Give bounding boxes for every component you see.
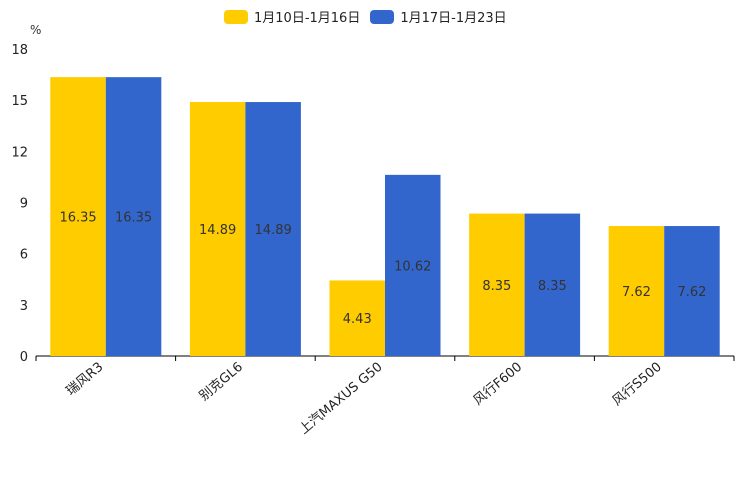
bar-value-label: 14.89 — [255, 223, 292, 238]
y-tick-label: 18 — [11, 43, 28, 58]
y-tick-label: 9 — [20, 197, 28, 212]
legend-item-series-1[interactable]: 1月10日-1月16日 — [224, 7, 360, 26]
bar-value-label: 16.35 — [115, 211, 152, 226]
y-axis-unit-label: % — [30, 23, 41, 37]
y-tick-label: 0 — [20, 350, 28, 365]
x-tick-label: 瑞风R3 — [64, 360, 107, 399]
x-axis-labels: 瑞风R3 别克GL6 上汽MAXUS G50 风行F600 风行S500 — [35, 356, 735, 438]
legend-swatch-series-1 — [224, 9, 248, 24]
bar-1-1[interactable] — [50, 77, 106, 357]
y-tick-label: 15 — [11, 94, 28, 109]
bar-1-2[interactable] — [189, 102, 246, 356]
bars-group: 16.35 16.35 14.89 14.89 4.43 10.62 8.35 8.35 7.6… — [50, 77, 720, 357]
x-tick-label: 别克GL6 — [197, 360, 246, 405]
bar-2-4[interactable] — [524, 213, 581, 356]
bar-2-1[interactable] — [105, 77, 162, 357]
bar-1-3[interactable] — [329, 280, 386, 356]
y-axis-ticks: 0 3 6 9 12 15 18 — [11, 43, 28, 365]
legend-item-series-2[interactable]: 1月17日-1月23日 — [370, 7, 507, 26]
bar-value-label: 8.35 — [482, 279, 511, 294]
legend-swatch-series-2 — [370, 9, 395, 24]
bar-value-label: 4.43 — [343, 312, 372, 327]
legend-label-series-2: 1月17日-1月23日 — [400, 11, 507, 26]
bar-2-2[interactable] — [245, 102, 301, 356]
bar-2-5[interactable] — [664, 226, 720, 356]
bar-1-4[interactable] — [469, 213, 525, 356]
bar-2-3[interactable] — [385, 174, 441, 356]
x-tick-label: 上汽MAXUS G50 — [297, 360, 386, 438]
bar-1-5[interactable] — [608, 226, 665, 356]
y-tick-label: 6 — [20, 248, 28, 263]
chart-legend: 1月10日-1月16日 1月17日-1月23日 — [224, 7, 517, 26]
bar-value-label: 14.89 — [199, 223, 236, 238]
bar-value-label: 7.62 — [622, 285, 651, 300]
bar-value-label: 7.62 — [677, 285, 706, 300]
y-tick-label: 3 — [20, 299, 28, 314]
bar-value-label: 16.35 — [59, 211, 96, 226]
y-tick-label: 12 — [11, 145, 28, 160]
x-tick-label: 风行S500 — [610, 360, 665, 409]
x-tick-label: 风行F600 — [471, 360, 525, 409]
bar-value-label: 8.35 — [538, 279, 567, 294]
bar-value-label: 10.62 — [394, 259, 431, 274]
legend-label-series-1: 1月10日-1月16日 — [254, 11, 361, 26]
